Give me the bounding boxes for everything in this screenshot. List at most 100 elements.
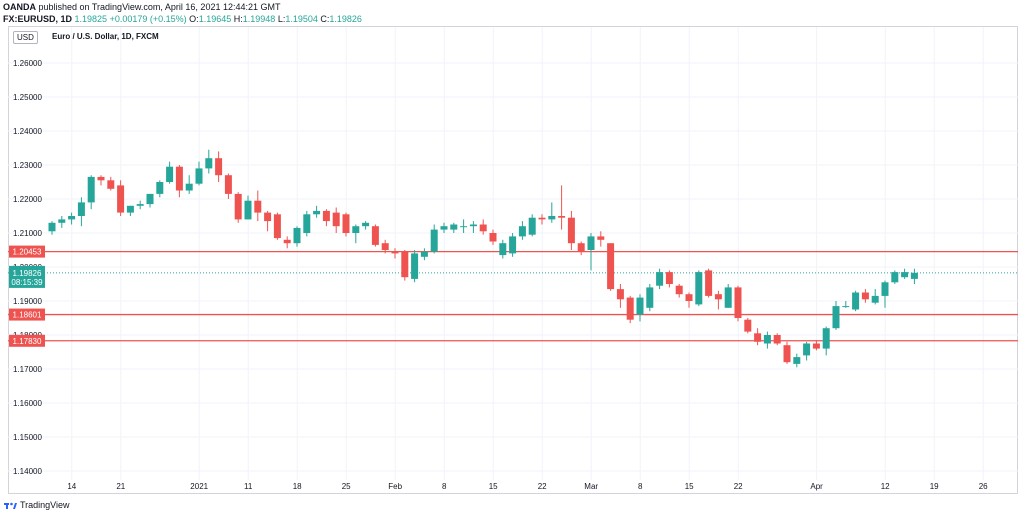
candle-body — [362, 222, 370, 227]
candle-body — [822, 328, 830, 349]
y-tick-label: 1.14000 — [13, 467, 42, 476]
candle-body — [656, 272, 664, 286]
candle-body — [861, 292, 869, 300]
candle-body — [430, 229, 438, 252]
y-tick-label: 1.23000 — [13, 161, 42, 170]
ohlc-line: FX:EURUSD, 1D 1.19825 +0.00179 (+0.15%) … — [3, 14, 362, 25]
candle-body — [126, 205, 134, 213]
candle-body — [264, 212, 272, 222]
candle-body — [156, 182, 164, 194]
candle-body — [509, 236, 517, 254]
candle-body — [322, 210, 330, 222]
candle-body — [254, 200, 262, 213]
x-tick-label: 21 — [116, 482, 125, 491]
candle-body — [744, 319, 752, 332]
candle-body — [205, 158, 213, 169]
candle-body — [77, 202, 85, 216]
candle-body — [616, 289, 624, 300]
candle-body — [577, 243, 585, 252]
countdown-label: 08:15:39 — [11, 278, 43, 287]
candle-body — [215, 158, 223, 176]
x-tick-label: Mar — [584, 482, 598, 491]
candle-body — [48, 222, 56, 232]
candle-body — [342, 214, 350, 233]
candle-body — [107, 180, 115, 189]
candle-body — [714, 294, 722, 300]
candle-body — [499, 243, 507, 256]
y-tick-label: 1.19000 — [13, 297, 42, 306]
y-tick-label: 1.22000 — [13, 195, 42, 204]
candle-body — [401, 251, 409, 278]
candle-body — [665, 272, 673, 284]
x-tick-label: 15 — [685, 482, 694, 491]
candle-body — [685, 294, 693, 301]
x-tick-label: 2021 — [190, 482, 208, 491]
candle-body — [68, 216, 76, 220]
candle-body — [773, 335, 781, 344]
candle-body — [910, 272, 918, 279]
x-tick-label: 19 — [930, 482, 939, 491]
candle-body — [695, 272, 703, 305]
level-label-box — [9, 245, 45, 258]
candle-body — [548, 216, 556, 220]
candle-body — [734, 287, 742, 318]
candle-body — [646, 287, 654, 308]
candle-body — [842, 306, 850, 308]
chart-title: Euro / U.S. Dollar, 1D, FXCM — [52, 32, 159, 41]
candle-body — [538, 217, 546, 220]
brand-name: TradingView — [20, 500, 70, 510]
level-label-box — [9, 308, 45, 321]
y-tick-label: 1.25000 — [13, 93, 42, 102]
chart-frame[interactable] — [8, 26, 1018, 494]
level-label: 1.17830 — [13, 337, 42, 346]
candle-body — [558, 216, 566, 218]
candle-body — [460, 226, 468, 228]
candle-body — [175, 166, 183, 191]
close-value: 1.19826 — [329, 14, 362, 24]
footer-brand[interactable]: TradingView — [4, 500, 70, 510]
candle-body — [293, 227, 301, 244]
candle-body — [411, 253, 419, 279]
high-label: H: — [233, 14, 243, 24]
candle-body — [479, 224, 487, 232]
publish-header: OANDA published on TradingView.com, Apri… — [3, 2, 281, 13]
candle-body — [283, 239, 291, 244]
candle-body — [528, 217, 536, 235]
low-value: 1.19504 — [285, 14, 318, 24]
open-value: 1.19645 — [198, 14, 232, 24]
candle-body — [117, 185, 125, 213]
change-value: +0.00179 (+0.15%) — [109, 14, 187, 24]
candle-body — [763, 335, 771, 344]
last-price: 1.19825 — [74, 14, 108, 24]
x-tick-label: 22 — [734, 482, 743, 491]
candle-body — [803, 343, 811, 356]
x-tick-label: 26 — [979, 482, 988, 491]
low-label: L: — [277, 14, 286, 24]
candle-body — [273, 214, 281, 239]
level-label: 1.18601 — [13, 311, 42, 320]
close-label: C: — [320, 14, 330, 24]
candle-body — [185, 183, 193, 191]
candle-body — [705, 270, 713, 296]
candle-body — [891, 272, 899, 283]
candle-body — [901, 272, 909, 278]
candle-body — [195, 168, 203, 184]
currency-badge[interactable]: USD — [13, 31, 38, 44]
candle-body — [597, 236, 605, 240]
candle-body — [793, 357, 801, 364]
candle-body — [812, 343, 820, 349]
symbol-label: FX:EURUSD, 1D — [3, 14, 73, 24]
candle-body — [87, 176, 95, 203]
candle-body — [371, 226, 379, 245]
candle-body — [234, 193, 242, 220]
candle-body — [724, 287, 732, 308]
high-value: 1.19948 — [242, 14, 276, 24]
candle-body — [420, 251, 428, 257]
candle-body — [352, 226, 360, 233]
open-label: O: — [189, 14, 199, 24]
publish-info: published on TradingView.com, April 16, … — [36, 2, 281, 12]
publisher-name: OANDA — [3, 2, 36, 12]
candle-body — [391, 251, 399, 254]
candle-body — [587, 236, 595, 250]
